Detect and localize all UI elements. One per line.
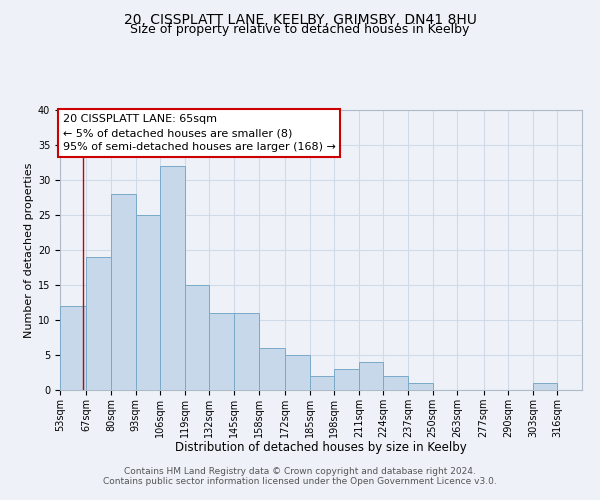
Bar (209, 313, 234, 390)
Bar (310, 376, 334, 390)
Bar (383, 376, 408, 390)
Bar (60, 306, 86, 390)
Text: Size of property relative to detached houses in Keelby: Size of property relative to detached ho… (130, 22, 470, 36)
X-axis label: Distribution of detached houses by size in Keelby: Distribution of detached houses by size … (175, 442, 467, 454)
Text: 20 CISSPLATT LANE: 65sqm
← 5% of detached houses are smaller (8)
95% of semi-det: 20 CISSPLATT LANE: 65sqm ← 5% of detache… (62, 114, 335, 152)
Bar (185, 285, 209, 390)
Bar (359, 362, 383, 390)
Y-axis label: Number of detached properties: Number of detached properties (23, 162, 34, 338)
Bar (285, 355, 310, 390)
Bar (259, 348, 285, 390)
Bar (533, 383, 557, 390)
Bar (86, 257, 111, 390)
Text: Contains HM Land Registry data © Crown copyright and database right 2024.: Contains HM Land Registry data © Crown c… (124, 467, 476, 476)
Bar (334, 369, 359, 390)
Bar (234, 313, 259, 390)
Bar (408, 383, 433, 390)
Bar (136, 215, 160, 390)
Bar (111, 194, 136, 390)
Text: Contains public sector information licensed under the Open Government Licence v3: Contains public sector information licen… (103, 477, 497, 486)
Text: 20, CISSPLATT LANE, KEELBY, GRIMSBY, DN41 8HU: 20, CISSPLATT LANE, KEELBY, GRIMSBY, DN4… (124, 12, 476, 26)
Bar (160, 166, 185, 390)
